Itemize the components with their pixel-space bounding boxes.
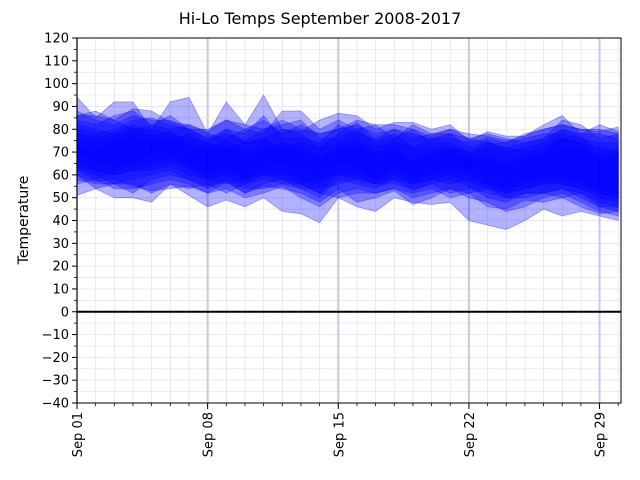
y-tick-label: 110	[44, 54, 69, 69]
y-tick-label: 30	[52, 237, 69, 252]
y-tick-label: 10	[52, 282, 69, 297]
x-tick-label: Sep 01	[71, 412, 86, 457]
y-tick-label: 120	[44, 32, 69, 47]
y-tick-label: −30	[42, 374, 69, 389]
y-tick-label: 100	[44, 77, 69, 92]
series-area-8	[76, 110, 619, 199]
x-tick-label: Sep 15	[332, 412, 347, 457]
y-tick-label: 90	[52, 100, 69, 115]
y-tick-label: 40	[52, 214, 69, 229]
series-areas	[76, 94, 619, 231]
series-area-10	[76, 115, 619, 212]
y-tick-label: 80	[52, 123, 69, 138]
y-tick-label: 70	[52, 146, 69, 161]
y-tick-label: −10	[42, 328, 69, 343]
x-tick-label: Sep 29	[594, 412, 609, 457]
series-area-9	[76, 124, 619, 194]
y-tick-label: 20	[52, 260, 69, 275]
y-tick-label: −40	[42, 397, 69, 412]
y-tick-label: −20	[42, 351, 69, 366]
series-area-7	[76, 115, 619, 208]
series-area-1	[76, 94, 619, 231]
y-tick-label: 60	[52, 168, 69, 183]
series-area-6	[76, 137, 619, 199]
y-tick-label: 50	[52, 191, 69, 206]
y-axis-label: Temperature	[16, 176, 32, 266]
series-area-5	[76, 110, 619, 217]
y-tick-label: 0	[61, 305, 69, 320]
series-area-3	[76, 117, 619, 208]
series-area-4	[76, 131, 619, 203]
series-area-2	[76, 108, 619, 215]
y-axis: −40 −30 −20 −10 0 10 20 30 40 50 60 70 80 90 100 110 120	[42, 32, 77, 412]
x-tick-label: Sep 08	[202, 412, 217, 457]
x-tick-label: Sep 22	[463, 412, 478, 457]
x-axis: Sep 01 Sep 08 Sep 15 Sep 22 Sep 29	[71, 403, 619, 457]
chart-title: Hi-Lo Temps September 2008-2017	[179, 9, 462, 28]
